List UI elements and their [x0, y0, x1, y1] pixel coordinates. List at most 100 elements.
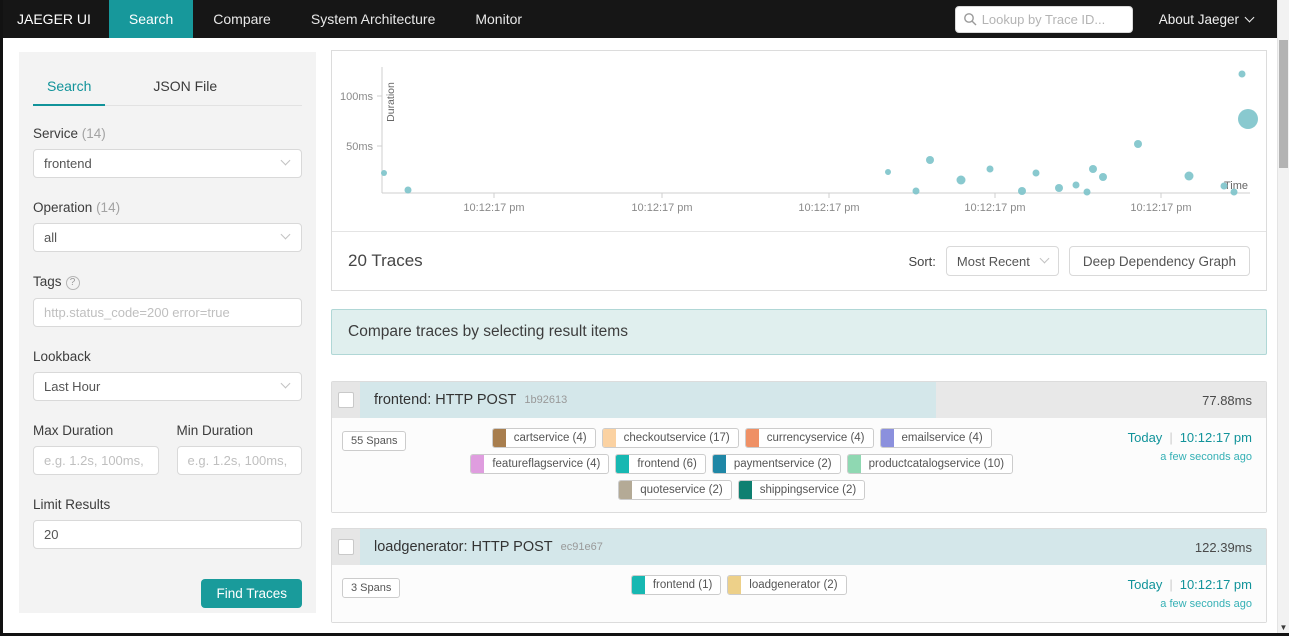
- service-color-swatch: [619, 481, 633, 499]
- chevron-down-icon: [1039, 253, 1050, 264]
- chevron-down-icon: [280, 378, 291, 388]
- max-duration-wrap: [33, 445, 159, 475]
- nav-tab-compare[interactable]: Compare: [213, 11, 271, 27]
- trace-id-lookup-input[interactable]: [954, 5, 1133, 33]
- svg-text:50ms: 50ms: [346, 141, 373, 153]
- trace-count-title: 20 Traces: [348, 251, 423, 270]
- svg-text:10:12:17 pm: 10:12:17 pm: [1130, 202, 1191, 214]
- min-duration-wrap: [176, 445, 302, 475]
- svg-text:10:12:17 pm: 10:12:17 pm: [631, 202, 692, 214]
- duration-bar: [360, 382, 937, 418]
- trace-checkbox-cell: [332, 529, 360, 565]
- service-tag: productcatalogservice (10): [846, 454, 1014, 474]
- nav-tab-monitor[interactable]: Monitor: [475, 11, 523, 27]
- service-color-swatch: [745, 429, 759, 447]
- scatter-plot-svg: 50ms 100ms 10:12:17 pm 10:12:17 pm 10:12:17 …: [340, 67, 1258, 214]
- trace-body: 55 Spans cartservice (4) checkoutservice …: [332, 418, 1266, 512]
- tags-input[interactable]: [44, 304, 291, 320]
- tab-search[interactable]: Search: [33, 70, 106, 106]
- scrollbar-down-arrow[interactable]: ▼: [1279, 623, 1288, 632]
- service-select[interactable]: frontend: [33, 149, 302, 178]
- trace-id: ec91e67: [560, 541, 603, 553]
- trace-date-link[interactable]: Today: [1127, 577, 1163, 592]
- lookback-select[interactable]: Last Hour: [33, 371, 302, 401]
- trace-duration: 122.39ms: [1194, 539, 1252, 555]
- svg-text:10:12:17 pm: 10:12:17 pm: [964, 202, 1025, 214]
- help-icon[interactable]: ?: [65, 275, 80, 290]
- service-tag: shippingservice (2): [737, 480, 866, 500]
- sort-select[interactable]: Most Recent: [945, 246, 1059, 276]
- max-duration-label: Max Duration: [33, 422, 114, 438]
- search-icon: [963, 12, 977, 25]
- duration-scatter-chart[interactable]: 50ms 100ms 10:12:17 pm 10:12:17 pm 10:12:17 …: [332, 51, 1266, 232]
- trace-result-card[interactable]: frontend: HTTP POST 1b92613 77.88ms 55 S…: [331, 381, 1267, 513]
- limit-results-label: Limit Results: [33, 496, 111, 512]
- trace-time-block: Today | 10:12:17 pm a few seconds ago: [1077, 428, 1252, 500]
- trace-name: frontend: HTTP POST: [374, 392, 517, 408]
- trace-list: frontend: HTTP POST 1b92613 77.88ms 55 S…: [331, 381, 1267, 636]
- vertical-scrollbar[interactable]: ▼: [1277, 0, 1289, 633]
- lookback-select-value: Last Hour: [44, 378, 101, 394]
- service-color-swatch: [602, 429, 616, 447]
- app-brand: JAEGER UI: [17, 11, 91, 27]
- trace-duration: 77.88ms: [1202, 392, 1252, 408]
- service-tag: frontend (6): [615, 454, 706, 474]
- service-color-swatch: [738, 481, 752, 499]
- scrollbar-thumb[interactable]: [1279, 40, 1288, 168]
- trace-time-link[interactable]: 10:12:17 pm: [1179, 577, 1252, 592]
- service-label: Service (14): [33, 126, 106, 141]
- operation-select-value: all: [44, 230, 58, 245]
- service-tag: frontend (1): [630, 575, 722, 595]
- service-tags: cartservice (4) checkoutservice (17) curre…: [432, 428, 1052, 500]
- trace-time-link[interactable]: 10:12:17 pm: [1179, 430, 1252, 445]
- trace-header[interactable]: loadgenerator: HTTP POST ec91e67 122.39m…: [332, 529, 1266, 565]
- nav-tab-search[interactable]: Search: [108, 0, 194, 38]
- trace-select-checkbox[interactable]: [338, 539, 354, 555]
- service-tag: featureflagservice (4): [470, 454, 610, 474]
- service-color-swatch: [616, 455, 630, 473]
- tags-field-wrap: [33, 297, 302, 327]
- trace-header[interactable]: frontend: HTTP POST 1b92613 77.88ms: [332, 382, 1266, 418]
- service-color-swatch: [631, 576, 645, 594]
- results-card: 50ms 100ms 10:12:17 pm 10:12:17 pm 10:12:17 …: [331, 50, 1267, 291]
- service-color-swatch: [492, 429, 506, 447]
- spans-count-pill: 3 Spans: [342, 578, 401, 598]
- tags-label: Tags?: [33, 274, 302, 290]
- sidebar-tabs: Search JSON File: [33, 70, 302, 106]
- sort-select-value: Most Recent: [956, 253, 1030, 269]
- service-tag: loadgenerator (2): [727, 575, 847, 595]
- trace-select-checkbox[interactable]: [338, 392, 354, 408]
- svg-text:10:12:17 pm: 10:12:17 pm: [798, 202, 859, 214]
- deep-dependency-graph-button[interactable]: Deep Dependency Graph: [1068, 246, 1250, 276]
- about-jaeger-label: About Jaeger: [1158, 11, 1239, 27]
- service-tag: checkoutservice (17): [601, 428, 739, 448]
- find-traces-button[interactable]: Find Traces: [201, 578, 302, 608]
- operation-select[interactable]: all: [33, 223, 302, 252]
- chevron-down-icon: [1244, 12, 1255, 22]
- service-select-value: frontend: [44, 156, 92, 171]
- search-sidebar: Search JSON File Service (14) frontend O…: [19, 52, 316, 613]
- service-tags: frontend (1) loadgenerator (2): [429, 575, 1049, 610]
- spans-count-pill: 55 Spans: [342, 431, 407, 451]
- min-duration-input[interactable]: [187, 452, 291, 468]
- duration-bar: [360, 529, 1266, 565]
- operation-label: Operation (14): [33, 200, 121, 215]
- tab-json-file[interactable]: JSON File: [153, 78, 218, 94]
- service-color-swatch: [880, 429, 894, 447]
- svg-text:Duration: Duration: [385, 82, 397, 122]
- max-duration-input[interactable]: [44, 452, 148, 468]
- trace-date-link[interactable]: Today: [1127, 430, 1163, 445]
- search-results: 50ms 100ms 10:12:17 pm 10:12:17 pm 10:12:17 …: [331, 50, 1267, 636]
- about-jaeger-menu[interactable]: About Jaeger: [1158, 11, 1255, 27]
- svg-text:100ms: 100ms: [340, 91, 374, 103]
- lookback-label: Lookback: [33, 348, 91, 364]
- service-color-swatch: [712, 455, 726, 473]
- trace-result-card[interactable]: loadgenerator: HTTP POST ec91e67 122.39m…: [331, 528, 1267, 623]
- nav-tab-system-architecture[interactable]: System Architecture: [310, 11, 436, 27]
- service-tag: emailservice (4): [879, 428, 992, 448]
- service-color-swatch: [847, 455, 861, 473]
- trace-relative-time: a few seconds ago: [1160, 451, 1252, 463]
- top-nav: JAEGER UI Search Compare System Architec…: [3, 0, 1289, 38]
- limit-results-wrap: [33, 519, 302, 549]
- limit-results-input[interactable]: [44, 526, 291, 542]
